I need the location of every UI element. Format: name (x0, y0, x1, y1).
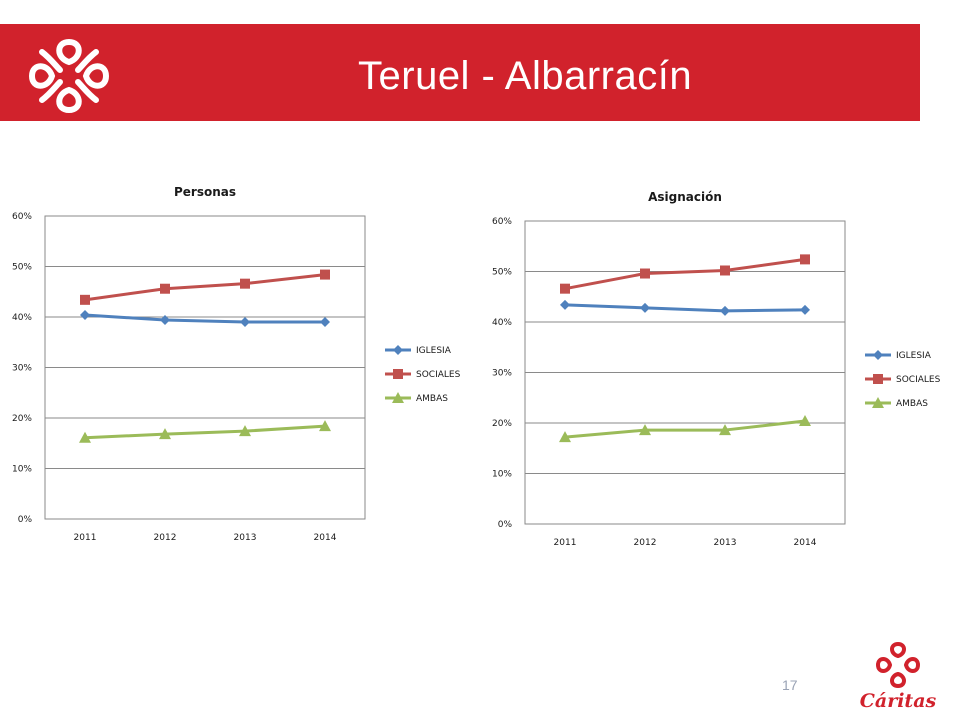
data-point-ambas (319, 420, 331, 432)
x-tick-label: 2012 (154, 533, 177, 543)
caritas-brand-icon (875, 641, 921, 689)
series-line-ambas (564, 419, 806, 439)
chart-asignacion: Asignación 0% 10% 20% 30% 40% 50% 60% 2011 2012 20… (480, 175, 960, 575)
y-tick-label: 60% (492, 217, 512, 227)
data-point-ambas (639, 424, 651, 436)
y-tick-label: 60% (12, 212, 32, 222)
y-tick-label: 0% (498, 520, 513, 530)
chart-title-personas: Personas (174, 185, 236, 199)
y-tick-label: 30% (12, 364, 32, 374)
data-point-iglesia (720, 305, 730, 316)
x-tick-label: 2014 (314, 533, 337, 543)
data-point-iglesia (560, 299, 570, 310)
legend-label-sociales: SOCIALES (896, 375, 941, 385)
legend-label-sociales: SOCIALES (416, 370, 461, 380)
legend-marker-iglesia (393, 345, 403, 355)
legend-label-iglesia: IGLESIA (416, 346, 452, 356)
legend-label-iglesia: IGLESIA (896, 351, 932, 361)
y-tick-label: 20% (12, 414, 32, 424)
legend-label-ambas: AMBAS (896, 399, 928, 409)
plot-area (44, 215, 366, 520)
chart-asignacion-svg: Asignación 0% 10% 20% 30% 40% 50% 60% 2011 2012 20… (492, 190, 941, 548)
data-point-iglesia (320, 317, 330, 328)
series-line-iglesia (84, 313, 325, 324)
legend-marker-iglesia (873, 350, 883, 360)
data-point-ambas (79, 431, 91, 443)
data-point-ambas (159, 428, 171, 440)
series-line-sociales (84, 273, 326, 302)
y-tick-label: 20% (492, 419, 512, 429)
x-tick-label: 2011 (554, 538, 577, 548)
y-tick-label: 0% (18, 515, 33, 525)
y-tick-label: 10% (492, 470, 512, 480)
data-point-ambas (239, 425, 251, 437)
legend-marker-sociales (393, 369, 403, 379)
y-tick-label: 50% (492, 268, 512, 278)
legend-marker-ambas (872, 397, 884, 408)
data-point-sociales (240, 278, 250, 289)
data-point-sociales (560, 283, 570, 294)
y-tick-label: 50% (12, 263, 32, 273)
x-tick-label: 2011 (74, 533, 97, 543)
y-tick-label: 40% (12, 313, 32, 323)
chart-personas-svg: Personas 0% 10% 20% 30% 40% 50% 60% 2011 2012 2013… (12, 185, 461, 543)
data-point-sociales (640, 268, 650, 279)
caritas-cross-icon (28, 38, 110, 114)
series-line-ambas (84, 424, 326, 440)
series-line-iglesia (564, 303, 806, 313)
plot-area (524, 220, 846, 525)
data-point-sociales (320, 269, 330, 280)
legend-marker-sociales (873, 374, 883, 384)
caritas-logo: Cáritas (848, 640, 948, 715)
x-tick-label: 2014 (794, 538, 817, 548)
data-point-iglesia (640, 302, 650, 313)
data-point-sociales (160, 283, 170, 294)
x-tick-label: 2013 (234, 533, 257, 543)
brand-name: Cáritas (859, 690, 937, 712)
data-point-iglesia (160, 315, 170, 326)
title-banner: Teruel - Albarracín (0, 24, 920, 121)
data-point-sociales (800, 254, 810, 265)
legend-label-ambas: AMBAS (416, 394, 448, 404)
legend-marker-ambas (392, 392, 404, 403)
slide-title: Teruel - Albarracín (358, 54, 693, 98)
data-point-iglesia (240, 317, 250, 328)
x-tick-label: 2012 (634, 538, 657, 548)
chart-personas: Personas 0% 10% 20% 30% 40% 50% 60% 2011 2012 2013… (0, 170, 480, 570)
y-tick-label: 10% (12, 465, 32, 475)
y-tick-label: 30% (492, 369, 512, 379)
data-point-sociales (720, 265, 730, 276)
data-point-sociales (80, 294, 90, 305)
data-point-ambas (799, 414, 811, 426)
chart-title-asignacion: Asignación (648, 190, 722, 204)
x-tick-label: 2013 (714, 538, 737, 548)
y-tick-label: 40% (492, 318, 512, 328)
series-line-sociales (564, 257, 806, 291)
page-number: 17 (782, 677, 798, 693)
data-point-iglesia (800, 304, 810, 315)
data-point-ambas (719, 424, 731, 436)
data-point-ambas (559, 431, 571, 443)
data-point-iglesia (80, 309, 90, 320)
